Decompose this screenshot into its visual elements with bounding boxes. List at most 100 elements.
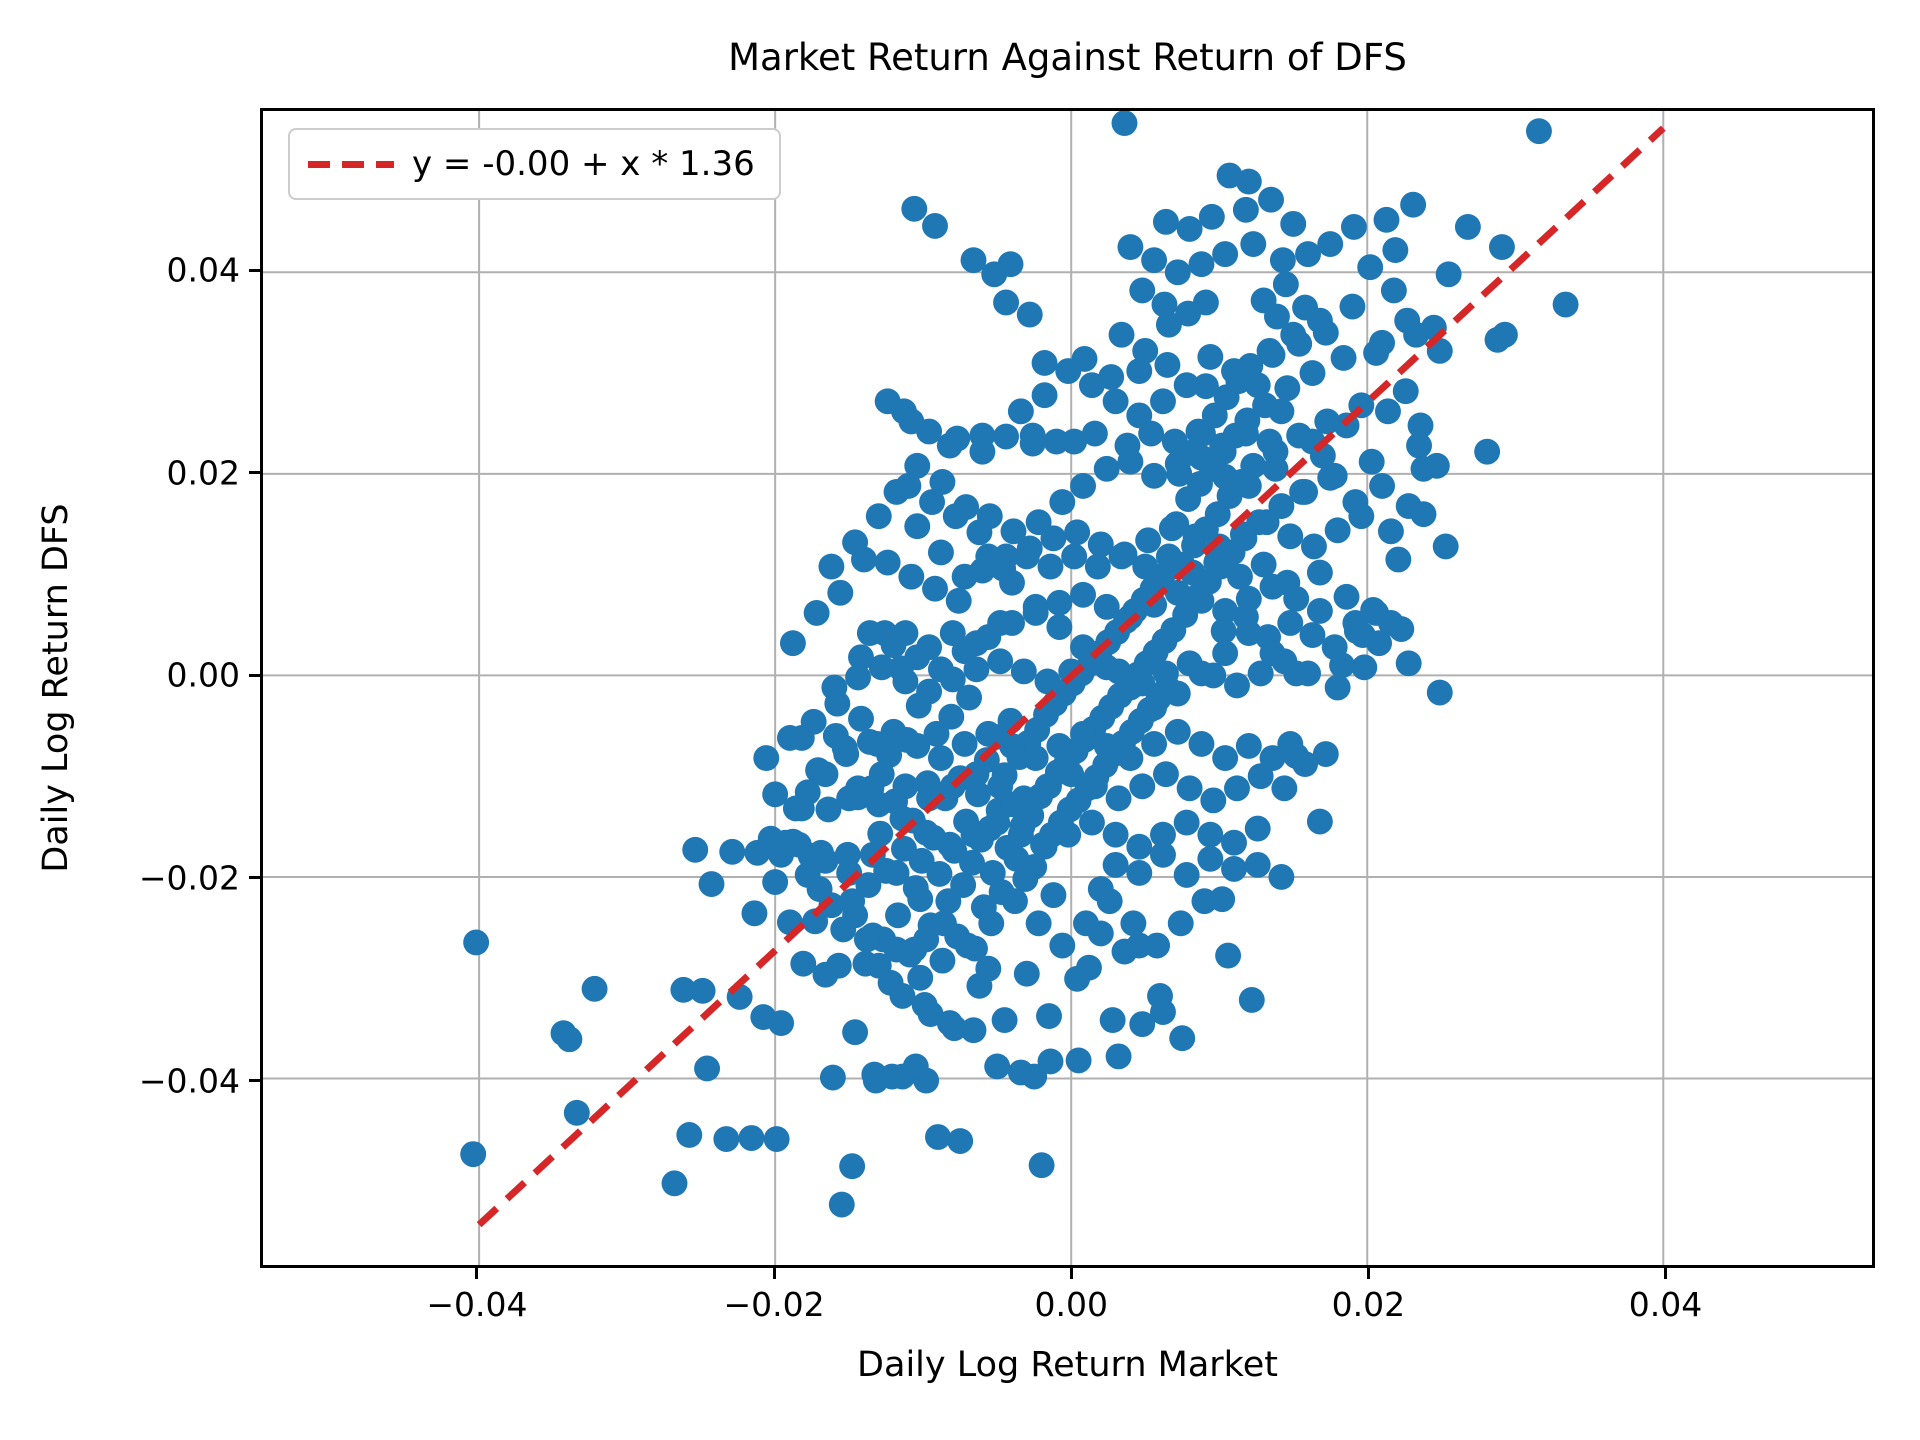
y-tick-label: 0.04 xyxy=(166,250,240,290)
plot-inner xyxy=(263,111,1872,1265)
scatter-point xyxy=(1141,247,1168,274)
scatter-point xyxy=(1167,910,1194,937)
scatter-point xyxy=(1295,241,1321,268)
scatter-point xyxy=(556,1026,583,1053)
scatter-point xyxy=(581,975,608,1002)
y-tick-label: 0.02 xyxy=(166,453,240,493)
scatter-point xyxy=(855,872,882,898)
scatter-point xyxy=(1238,987,1265,1013)
scatter-point xyxy=(1342,610,1369,636)
scatter-point xyxy=(1046,589,1073,616)
legend-label: y = -0.00 + x * 1.36 xyxy=(412,144,755,184)
scatter-point xyxy=(1235,733,1262,759)
scatter-point xyxy=(1474,438,1501,465)
scatter-point xyxy=(1262,455,1289,482)
scatter-point xyxy=(987,610,1014,636)
scatter-point xyxy=(1385,546,1412,573)
scatter-point xyxy=(1152,208,1179,235)
scatter-point xyxy=(1253,509,1280,536)
scatter-point xyxy=(1314,408,1341,435)
scatter-point xyxy=(1247,660,1274,687)
scatter-point xyxy=(1141,462,1168,489)
scatter-point xyxy=(1224,775,1250,802)
scatter-point xyxy=(1102,821,1129,848)
scatter-point xyxy=(1283,660,1310,687)
scatter-point xyxy=(1277,731,1304,757)
scatter-point xyxy=(1221,855,1247,882)
scatter-point xyxy=(788,724,815,751)
scatter-point xyxy=(1256,428,1283,455)
scatter-point xyxy=(1037,1048,1064,1075)
scatter-point xyxy=(1552,291,1579,318)
scatter-point xyxy=(892,620,919,647)
scatter-point xyxy=(930,910,957,937)
scatter-point xyxy=(753,745,780,771)
scatter-point xyxy=(907,886,934,913)
scatter-point xyxy=(1034,773,1061,800)
scatter-point xyxy=(904,733,931,759)
scatter-point xyxy=(862,1067,889,1094)
scatter-point xyxy=(1019,422,1046,449)
scatter-point xyxy=(1093,654,1120,681)
scatter-point xyxy=(1215,942,1242,969)
scatter-point xyxy=(848,644,874,671)
scatter-point xyxy=(1197,845,1224,872)
scatter-point xyxy=(1292,294,1319,321)
scatter-point xyxy=(1031,350,1058,376)
scatter-point xyxy=(1212,745,1239,771)
scatter-point xyxy=(812,761,839,788)
scatter-point xyxy=(1021,1063,1048,1090)
scatter-point xyxy=(901,195,928,222)
scatter-point xyxy=(1426,679,1453,706)
scatter-point xyxy=(1280,210,1307,237)
scatter-point xyxy=(1084,553,1111,580)
scatter-point xyxy=(1188,660,1215,687)
scatter-point xyxy=(779,828,806,855)
scatter-point xyxy=(1096,888,1123,915)
scatter-point xyxy=(1333,583,1360,610)
scatter-point xyxy=(825,952,852,979)
scatter-point xyxy=(1105,1043,1132,1070)
scatter-point xyxy=(892,773,919,800)
scatter-point xyxy=(1049,932,1076,959)
scatter-point xyxy=(1164,450,1191,477)
scatter-point xyxy=(956,684,983,711)
scatter-point xyxy=(1277,610,1304,636)
legend: y = -0.00 + x * 1.36 xyxy=(288,128,781,200)
scatter-point xyxy=(926,861,953,887)
scatter-point xyxy=(1111,938,1138,965)
gridlines-layer xyxy=(263,111,1872,1265)
scatter-points-layer xyxy=(460,111,1579,1218)
scatter-point xyxy=(1306,808,1333,835)
scatter-point xyxy=(1185,418,1212,445)
scatter-point xyxy=(868,761,895,788)
scatter-point xyxy=(936,432,963,459)
scatter-point xyxy=(1173,372,1200,399)
scatter-point xyxy=(960,1017,987,1044)
scatter-point xyxy=(1339,293,1366,320)
scatter-point xyxy=(975,720,1002,747)
scatter-point xyxy=(1117,234,1144,260)
scatter-point xyxy=(848,705,874,732)
scatter-point xyxy=(790,950,817,977)
scatter-point xyxy=(1169,1025,1196,1052)
scatter-point xyxy=(1268,398,1295,425)
scatter-point xyxy=(1394,307,1421,334)
scatter-point xyxy=(768,1010,795,1037)
scatter-point xyxy=(1212,597,1239,624)
x-tick-label: 0.00 xyxy=(1034,1285,1108,1324)
scatter-point xyxy=(1129,773,1156,800)
scatter-point xyxy=(1087,531,1114,558)
scatter-point xyxy=(1007,398,1034,425)
scatter-point xyxy=(1454,213,1481,240)
scatter-point xyxy=(1040,525,1067,552)
scatter-point xyxy=(1111,111,1138,137)
scatter-point xyxy=(1250,287,1277,314)
scatter-point xyxy=(1013,543,1040,570)
scatter-point xyxy=(824,690,851,717)
scatter-point xyxy=(1382,237,1409,264)
scatter-point xyxy=(964,781,991,808)
scatter-point xyxy=(1274,375,1301,402)
scatter-point xyxy=(1192,373,1219,400)
scatter-point xyxy=(969,438,996,465)
